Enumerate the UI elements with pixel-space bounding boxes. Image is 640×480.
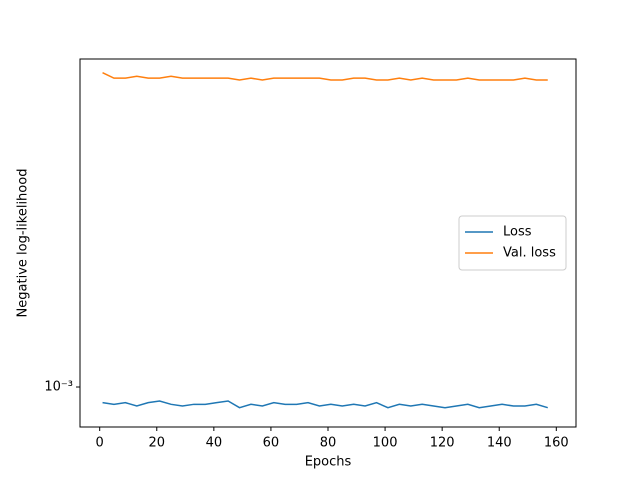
legend-label: Val. loss — [503, 246, 556, 261]
legend: Loss Val. loss — [458, 215, 567, 271]
y-axis-label: Negative log-likelihood — [16, 169, 31, 318]
x-tick-label: 0 — [96, 436, 104, 451]
x-tick-label: 140 — [487, 436, 512, 451]
x-tick-label: 40 — [206, 436, 223, 451]
y-tick-label: 10⁻³ — [44, 380, 73, 395]
x-tick-label: 120 — [430, 436, 455, 451]
x-tick-label: 60 — [263, 436, 280, 451]
x-tick-label: 100 — [373, 436, 398, 451]
x-tick-label: 80 — [320, 436, 337, 451]
plot-frame — [79, 58, 577, 428]
x-tick-label: 20 — [148, 436, 165, 451]
x-tick-label: 160 — [544, 436, 569, 451]
legend-label: Loss — [503, 225, 532, 240]
legend-box — [458, 215, 567, 271]
x-axis-label: Epochs — [305, 455, 352, 470]
line-series — [102, 71, 548, 81]
line-series — [102, 400, 548, 409]
